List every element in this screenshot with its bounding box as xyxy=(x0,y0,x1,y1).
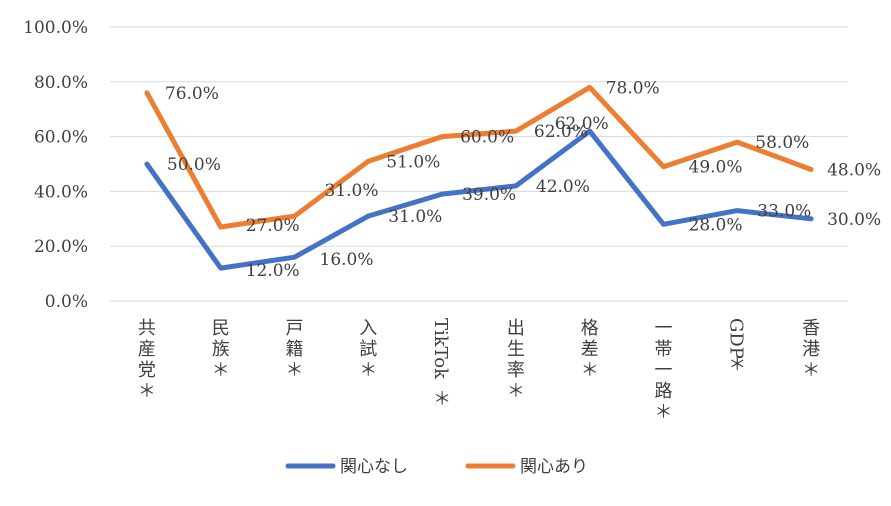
x-tick-label-rotated: TikTok xyxy=(430,318,451,380)
y-axis-tick-labels: 0.0% 20.0% 40.0% 60.0% 80.0% 100.0% xyxy=(23,18,88,312)
y-tick-label: 100.0% xyxy=(23,18,88,38)
series-line-interest xyxy=(144,84,814,230)
data-label: 33.0% xyxy=(757,202,811,222)
legend: 関心なし 関心あり xyxy=(285,457,588,477)
data-label: 42.0% xyxy=(536,177,590,197)
x-axis-tick-labels: 共産党＊民族＊戸籍＊入試＊ TikTok＊出生率＊格差＊一帯一路＊GDP＊香港＊ xyxy=(138,318,820,423)
data-label: 48.0% xyxy=(827,160,881,180)
x-tick-label-rotated: GDP xyxy=(725,318,746,359)
x-tick-label: 入試＊ xyxy=(359,318,377,381)
x-tick-label: 一帯一路＊ xyxy=(655,318,673,423)
data-label: 27.0% xyxy=(246,216,300,236)
x-tick-label: 出生率＊ xyxy=(507,318,525,402)
y-tick-label: 0.0% xyxy=(45,292,88,312)
data-label: 31.0% xyxy=(388,207,442,227)
data-label: 28.0% xyxy=(689,215,743,235)
legend-label: 関心あり xyxy=(520,457,588,477)
y-tick-label: 60.0% xyxy=(34,128,88,148)
y-tick-label: 80.0% xyxy=(34,73,88,93)
x-tick-label: 民族＊ xyxy=(212,318,230,381)
series-line-no-interest xyxy=(144,128,814,271)
data-label: 30.0% xyxy=(827,210,881,230)
data-label: 51.0% xyxy=(386,152,440,172)
data-label: 31.0% xyxy=(325,181,379,201)
data-label: 49.0% xyxy=(689,158,743,178)
x-tick-label-asterisk: ＊ xyxy=(433,389,451,410)
data-label: 16.0% xyxy=(320,250,374,270)
y-tick-label: 40.0% xyxy=(34,182,88,202)
y-tick-label: 20.0% xyxy=(34,237,88,257)
legend-label: 関心なし xyxy=(340,457,408,477)
x-tick-label: 格差＊ xyxy=(581,318,599,381)
data-label: 12.0% xyxy=(246,261,300,281)
data-label: 62.0% xyxy=(555,114,609,134)
series-lines xyxy=(144,84,814,271)
data-label: 62.0% xyxy=(534,122,588,142)
data-label: 39.0% xyxy=(462,185,516,205)
data-label: 78.0% xyxy=(606,78,660,98)
x-tick-label: 戸籍＊ xyxy=(286,318,304,381)
data-label: 76.0% xyxy=(165,84,219,104)
x-tick-label: 共産党＊ xyxy=(138,318,156,402)
data-label: 50.0% xyxy=(167,155,221,175)
data-labels: 50.0% 12.0% 16.0% 31.0% 39.0% 42.0% 62.0% 28.0%… xyxy=(165,78,881,281)
data-label: 60.0% xyxy=(460,128,514,148)
x-tick-label-asterisk: ＊ xyxy=(728,355,746,376)
data-label: 58.0% xyxy=(755,133,809,153)
x-tick-label: 香港＊ xyxy=(802,318,820,381)
